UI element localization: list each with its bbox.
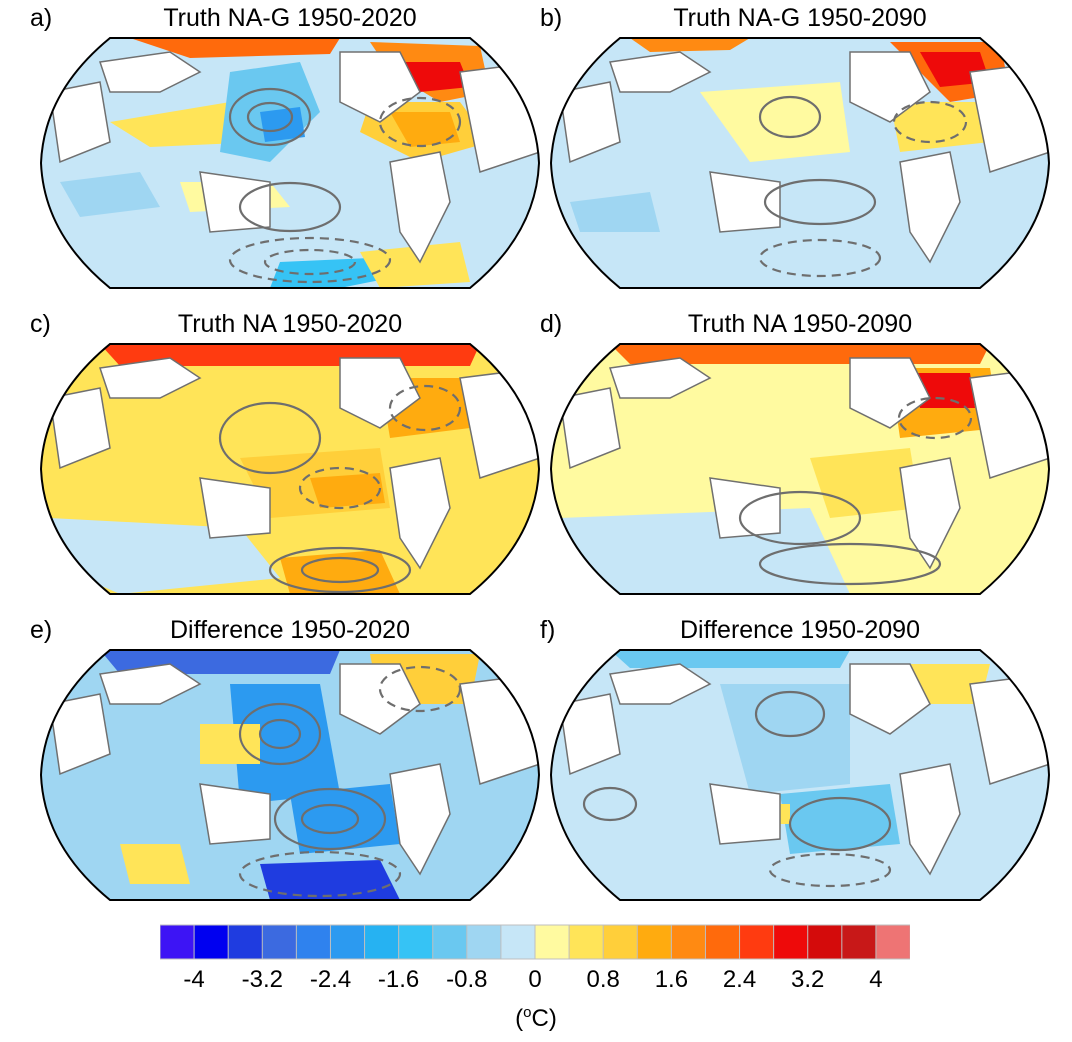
panel-letter: f): [540, 616, 556, 644]
colorbar-tick-label: 1.6: [654, 966, 689, 993]
panel-title: Truth NA-G 1950-2020: [163, 4, 417, 32]
colorbar-tick-label: -4: [183, 966, 205, 993]
colorbar-swatch: [875, 924, 910, 960]
panel-letter: c): [30, 310, 51, 338]
map-robinson: [550, 343, 1050, 595]
colorbar-swatch: [739, 924, 775, 960]
colorbar: [160, 924, 910, 960]
map-robinson: [40, 343, 540, 595]
colorbar-swatch: [329, 924, 366, 960]
colorbar-swatch: [807, 924, 843, 960]
map-robinson: [550, 37, 1050, 289]
colorbar-swatch: [398, 924, 434, 960]
colorbar-swatch: [670, 924, 707, 960]
map-robinson: [550, 649, 1050, 901]
colorbar-swatch: [636, 924, 673, 960]
panel-c: c) Truth NA 1950-2020: [30, 306, 550, 606]
colorbar-tick-label: 4: [869, 966, 883, 993]
panel-letter: d): [540, 310, 563, 338]
panel-b: b) Truth NA-G 1950-2090: [540, 0, 1060, 300]
panel-title: Difference 1950-2090: [680, 616, 920, 644]
colorbar-tick-label: -1.6: [377, 966, 420, 993]
units-degree: o: [523, 1004, 532, 1021]
panel-title: Truth NA 1950-2020: [177, 310, 403, 338]
colorbar-tick-label: -2.4: [309, 966, 352, 993]
colorbar-swatch: [500, 924, 536, 960]
panel-letter: a): [30, 4, 53, 32]
colorbar-swatch: [568, 924, 604, 960]
colorbar-swatch: [160, 924, 195, 960]
colorbar-swatch: [364, 924, 400, 960]
panel-f: f) Difference 1950-2090: [540, 612, 1060, 912]
panel-a: a) Truth NA-G 1950-2020: [30, 0, 550, 300]
panel-title: Difference 1950-2020: [170, 616, 410, 644]
colorbar-swatch: [773, 924, 809, 960]
colorbar-tick-label: -0.8: [446, 966, 488, 993]
colorbar-units: (oC): [0, 1004, 1072, 1033]
colorbar-tick-label: 2.4: [722, 966, 757, 993]
panel-title: Truth NA 1950-2090: [687, 310, 913, 338]
colorbar-swatch: [432, 924, 468, 960]
colorbar-tick-label: 3.2: [791, 966, 825, 993]
units-prefix: (: [515, 1005, 524, 1032]
panel-letter: e): [30, 616, 53, 644]
colorbar-tick-labels: -4 -3.2 -2.4 -1.6 -0.8 0 0.8 1.6 2.4 3.2 4: [0, 966, 1072, 996]
colorbar-tick-label: -3.2: [241, 966, 283, 993]
map-robinson: [40, 37, 540, 289]
colorbar-swatch: [466, 924, 502, 960]
panel-d: d) Truth NA 1950-2090: [540, 306, 1060, 606]
colorbar-swatch: [295, 924, 332, 960]
panel-title: Truth NA-G 1950-2090: [673, 4, 927, 32]
colorbar-swatch: [841, 924, 877, 960]
panel-e: e) Difference 1950-2020: [30, 612, 550, 912]
colorbar-tick-label: 0.8: [586, 966, 620, 993]
panel-letter: b): [540, 4, 563, 32]
map-robinson: [40, 649, 540, 901]
units-suffix: C): [531, 1005, 557, 1032]
colorbar-swatch: [534, 924, 570, 960]
colorbar-tick-label: 0: [528, 966, 542, 993]
colorbar-swatch: [704, 924, 741, 960]
colorbar-swatch: [227, 924, 264, 960]
colorbar-swatch: [261, 924, 298, 960]
colorbar-swatch: [193, 924, 229, 960]
colorbar-swatch: [602, 924, 639, 960]
